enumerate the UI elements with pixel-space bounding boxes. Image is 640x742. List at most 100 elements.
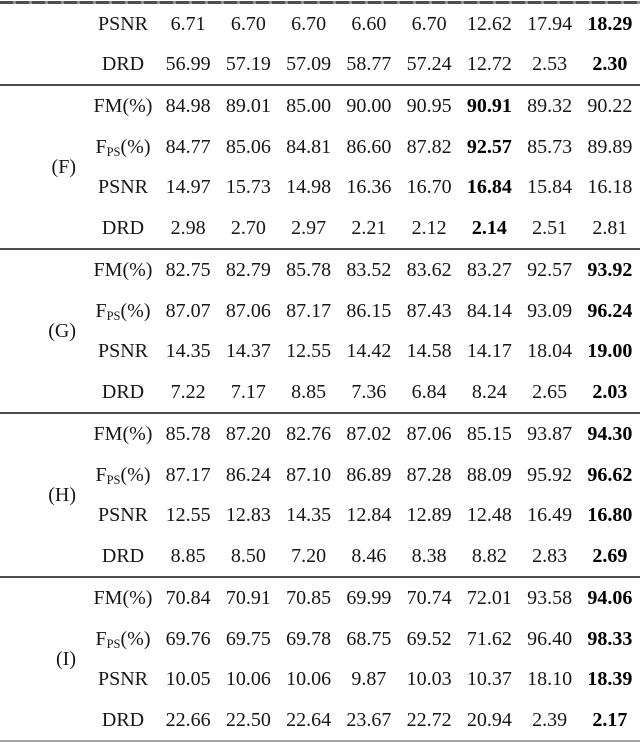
- value-cell: 69.78: [286, 627, 332, 650]
- value-cell: 83.52: [338, 248, 399, 291]
- value-cell: 12.48: [466, 504, 512, 527]
- value-cell: 83.62: [399, 248, 460, 291]
- value-cell: 12.62: [466, 13, 512, 35]
- value-cell: 84.81: [286, 135, 332, 158]
- best-value-cell: 96.62: [587, 463, 633, 486]
- metric-label: FM(%): [88, 576, 158, 619]
- value-cell: 15.73: [225, 176, 271, 199]
- value-cell: 18.10: [527, 668, 573, 691]
- value-cell: 92.57: [519, 248, 580, 291]
- value-cell: 10.06: [286, 668, 332, 691]
- value-cell: 72.01: [459, 576, 520, 619]
- table-row: PSNR 10.05 10.06 10.06 9.87 10.03 10.37 18.10 18…: [0, 659, 640, 700]
- value-cell: 12.72: [466, 53, 512, 75]
- value-cell: 8.46: [351, 544, 387, 567]
- value-cell: 68.75: [346, 627, 392, 650]
- best-value-cell: 18.29: [587, 13, 633, 35]
- value-cell: 22.72: [406, 708, 452, 731]
- value-cell: 23.67: [346, 708, 392, 731]
- metric-name: FM(%): [93, 95, 153, 118]
- value-cell: 84.77: [165, 135, 211, 158]
- value-cell: 58.77: [346, 53, 392, 75]
- best-value-cell: 18.39: [587, 668, 633, 691]
- value-cell: 6.60: [351, 13, 387, 35]
- value-cell: 89.89: [587, 135, 633, 158]
- value-cell: 2.39: [532, 708, 568, 731]
- table-row: DRD 22.66 22.50 22.64 23.67 22.72 20.94 2.39 2.1…: [0, 700, 640, 742]
- value-cell: 12.55: [286, 340, 332, 363]
- best-value-cell: 96.24: [587, 299, 633, 322]
- value-cell: 93.58: [519, 576, 580, 619]
- table-row: DRD 7.22 7.17 8.85 7.36 6.84 8.24 2.65 2.03: [0, 372, 640, 414]
- value-cell: 57.09: [286, 53, 332, 75]
- value-cell: 93.09: [527, 299, 573, 322]
- metric-label: PSNR: [88, 495, 158, 536]
- value-cell: 85.78: [158, 412, 219, 455]
- value-cell: 89.01: [218, 84, 279, 127]
- value-cell: 10.06: [225, 668, 271, 691]
- value-cell: 87.82: [406, 135, 452, 158]
- value-cell: 14.37: [225, 340, 271, 363]
- value-cell: 2.83: [532, 544, 568, 567]
- best-value-cell: 92.57: [466, 135, 512, 158]
- best-value-cell: 94.06: [579, 576, 640, 619]
- metric-name: PSNR: [97, 176, 149, 199]
- value-cell: 6.70: [230, 13, 266, 35]
- value-cell: 16.70: [406, 176, 452, 199]
- table-row: FPS(%) 69.76 69.75 69.78 68.75 69.52 71.62 96.4…: [0, 619, 640, 660]
- value-cell: 69.76: [165, 627, 211, 650]
- metric-suffix: (%): [120, 627, 151, 650]
- metric-name: DRD: [101, 708, 145, 731]
- value-cell: 83.27: [459, 248, 520, 291]
- value-cell: 69.75: [225, 627, 271, 650]
- value-cell: 88.09: [466, 463, 512, 486]
- value-cell: 2.97: [291, 216, 327, 239]
- value-cell: 93.87: [519, 412, 580, 455]
- value-cell: 7.22: [170, 380, 206, 403]
- metric-label: FPS(%): [88, 455, 158, 496]
- value-cell: 14.58: [406, 340, 452, 363]
- metric-label: PSNR: [88, 167, 158, 208]
- best-value-cell: 16.80: [587, 504, 633, 527]
- metric-label: FM(%): [88, 248, 158, 291]
- metric-suffix: (%): [120, 135, 151, 158]
- table-row: DRD 56.99 57.19 57.09 58.77 57.24 12.72 2.53 2.3…: [0, 44, 640, 85]
- value-cell: 12.55: [165, 504, 211, 527]
- group-label: (I): [0, 576, 88, 741]
- value-cell: 70.85: [278, 576, 339, 619]
- best-value-cell: 2.69: [592, 544, 628, 567]
- value-cell: 6.71: [170, 13, 206, 35]
- value-cell: 86.89: [346, 463, 392, 486]
- value-cell: 7.36: [351, 380, 387, 403]
- value-cell: 57.19: [225, 53, 271, 75]
- metric-label: PSNR: [88, 331, 158, 372]
- metric-label: DRD: [88, 208, 158, 250]
- value-cell: 82.76: [278, 412, 339, 455]
- value-cell: 57.24: [406, 53, 452, 75]
- best-value-cell: 19.00: [587, 340, 633, 363]
- metric-subscript: PS: [106, 308, 121, 323]
- metric-name: F: [95, 463, 107, 486]
- value-cell: 14.17: [466, 340, 512, 363]
- value-cell: 87.17: [165, 463, 211, 486]
- value-cell: 22.50: [225, 708, 271, 731]
- metric-name: FM(%): [93, 587, 153, 610]
- metric-label: DRD: [88, 44, 158, 85]
- value-cell: 14.35: [286, 504, 332, 527]
- value-cell: 2.65: [532, 380, 568, 403]
- value-cell: 87.07: [165, 299, 211, 322]
- best-value-cell: 2.17: [592, 708, 628, 731]
- value-cell: 6.84: [411, 380, 447, 403]
- metric-name: DRD: [101, 380, 145, 403]
- group-label: (F): [0, 84, 88, 249]
- best-value-cell: 2.30: [592, 53, 628, 75]
- value-cell: 96.40: [527, 627, 573, 650]
- value-cell: 12.84: [346, 504, 392, 527]
- table-row: DRD 2.98 2.70 2.97 2.21 2.12 2.14 2.51 2.81: [0, 208, 640, 250]
- value-cell: 14.35: [165, 340, 211, 363]
- metric-label: PSNR: [88, 659, 158, 700]
- value-cell: 87.28: [406, 463, 452, 486]
- value-cell: 2.51: [532, 216, 568, 239]
- value-cell: 22.64: [286, 708, 332, 731]
